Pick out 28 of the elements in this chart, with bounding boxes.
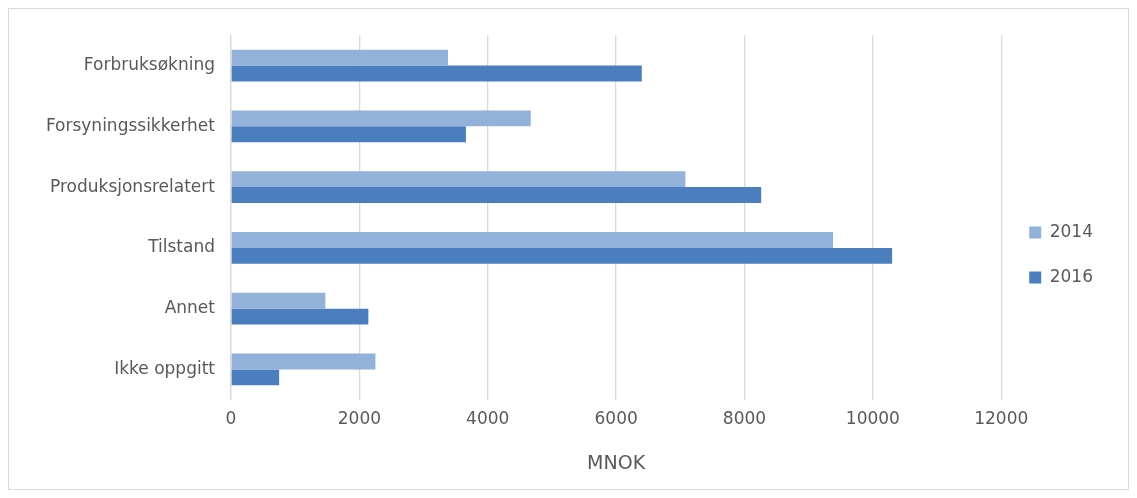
x-tick-label: 8000 (722, 408, 767, 429)
x-tick-label: 4000 (466, 408, 510, 429)
x-tick-label: 6000 (594, 408, 638, 429)
x-axis-title: MNOK (587, 450, 646, 473)
bar (231, 353, 376, 370)
bar (231, 171, 686, 188)
y-tick-label: Annet (164, 297, 216, 318)
bar (231, 232, 834, 248)
x-tick-label: 2000 (337, 408, 382, 429)
x-tick-label: 0 (225, 408, 237, 429)
y-tick-label: Produksjonsrelatert (50, 175, 216, 196)
bar (231, 110, 531, 127)
bar (231, 292, 326, 309)
x-tick-label: 12000 (974, 408, 1029, 429)
bar (231, 49, 448, 66)
bar (231, 126, 466, 143)
bar (231, 187, 762, 203)
y-tick-label: Forsyningssikkerhet (45, 114, 216, 135)
x-tick-label: 10000 (845, 408, 900, 429)
y-tick-label: Tilstand (147, 236, 215, 257)
bar (231, 308, 369, 325)
legend-label: 2016 (1049, 265, 1093, 286)
bar (231, 65, 642, 82)
legend-label: 2014 (1049, 220, 1093, 241)
bar (231, 247, 893, 264)
y-tick-label: Forbruksøkning (83, 54, 215, 75)
y-tick-label: Ikke oppgitt (114, 357, 216, 378)
bar (231, 369, 280, 386)
